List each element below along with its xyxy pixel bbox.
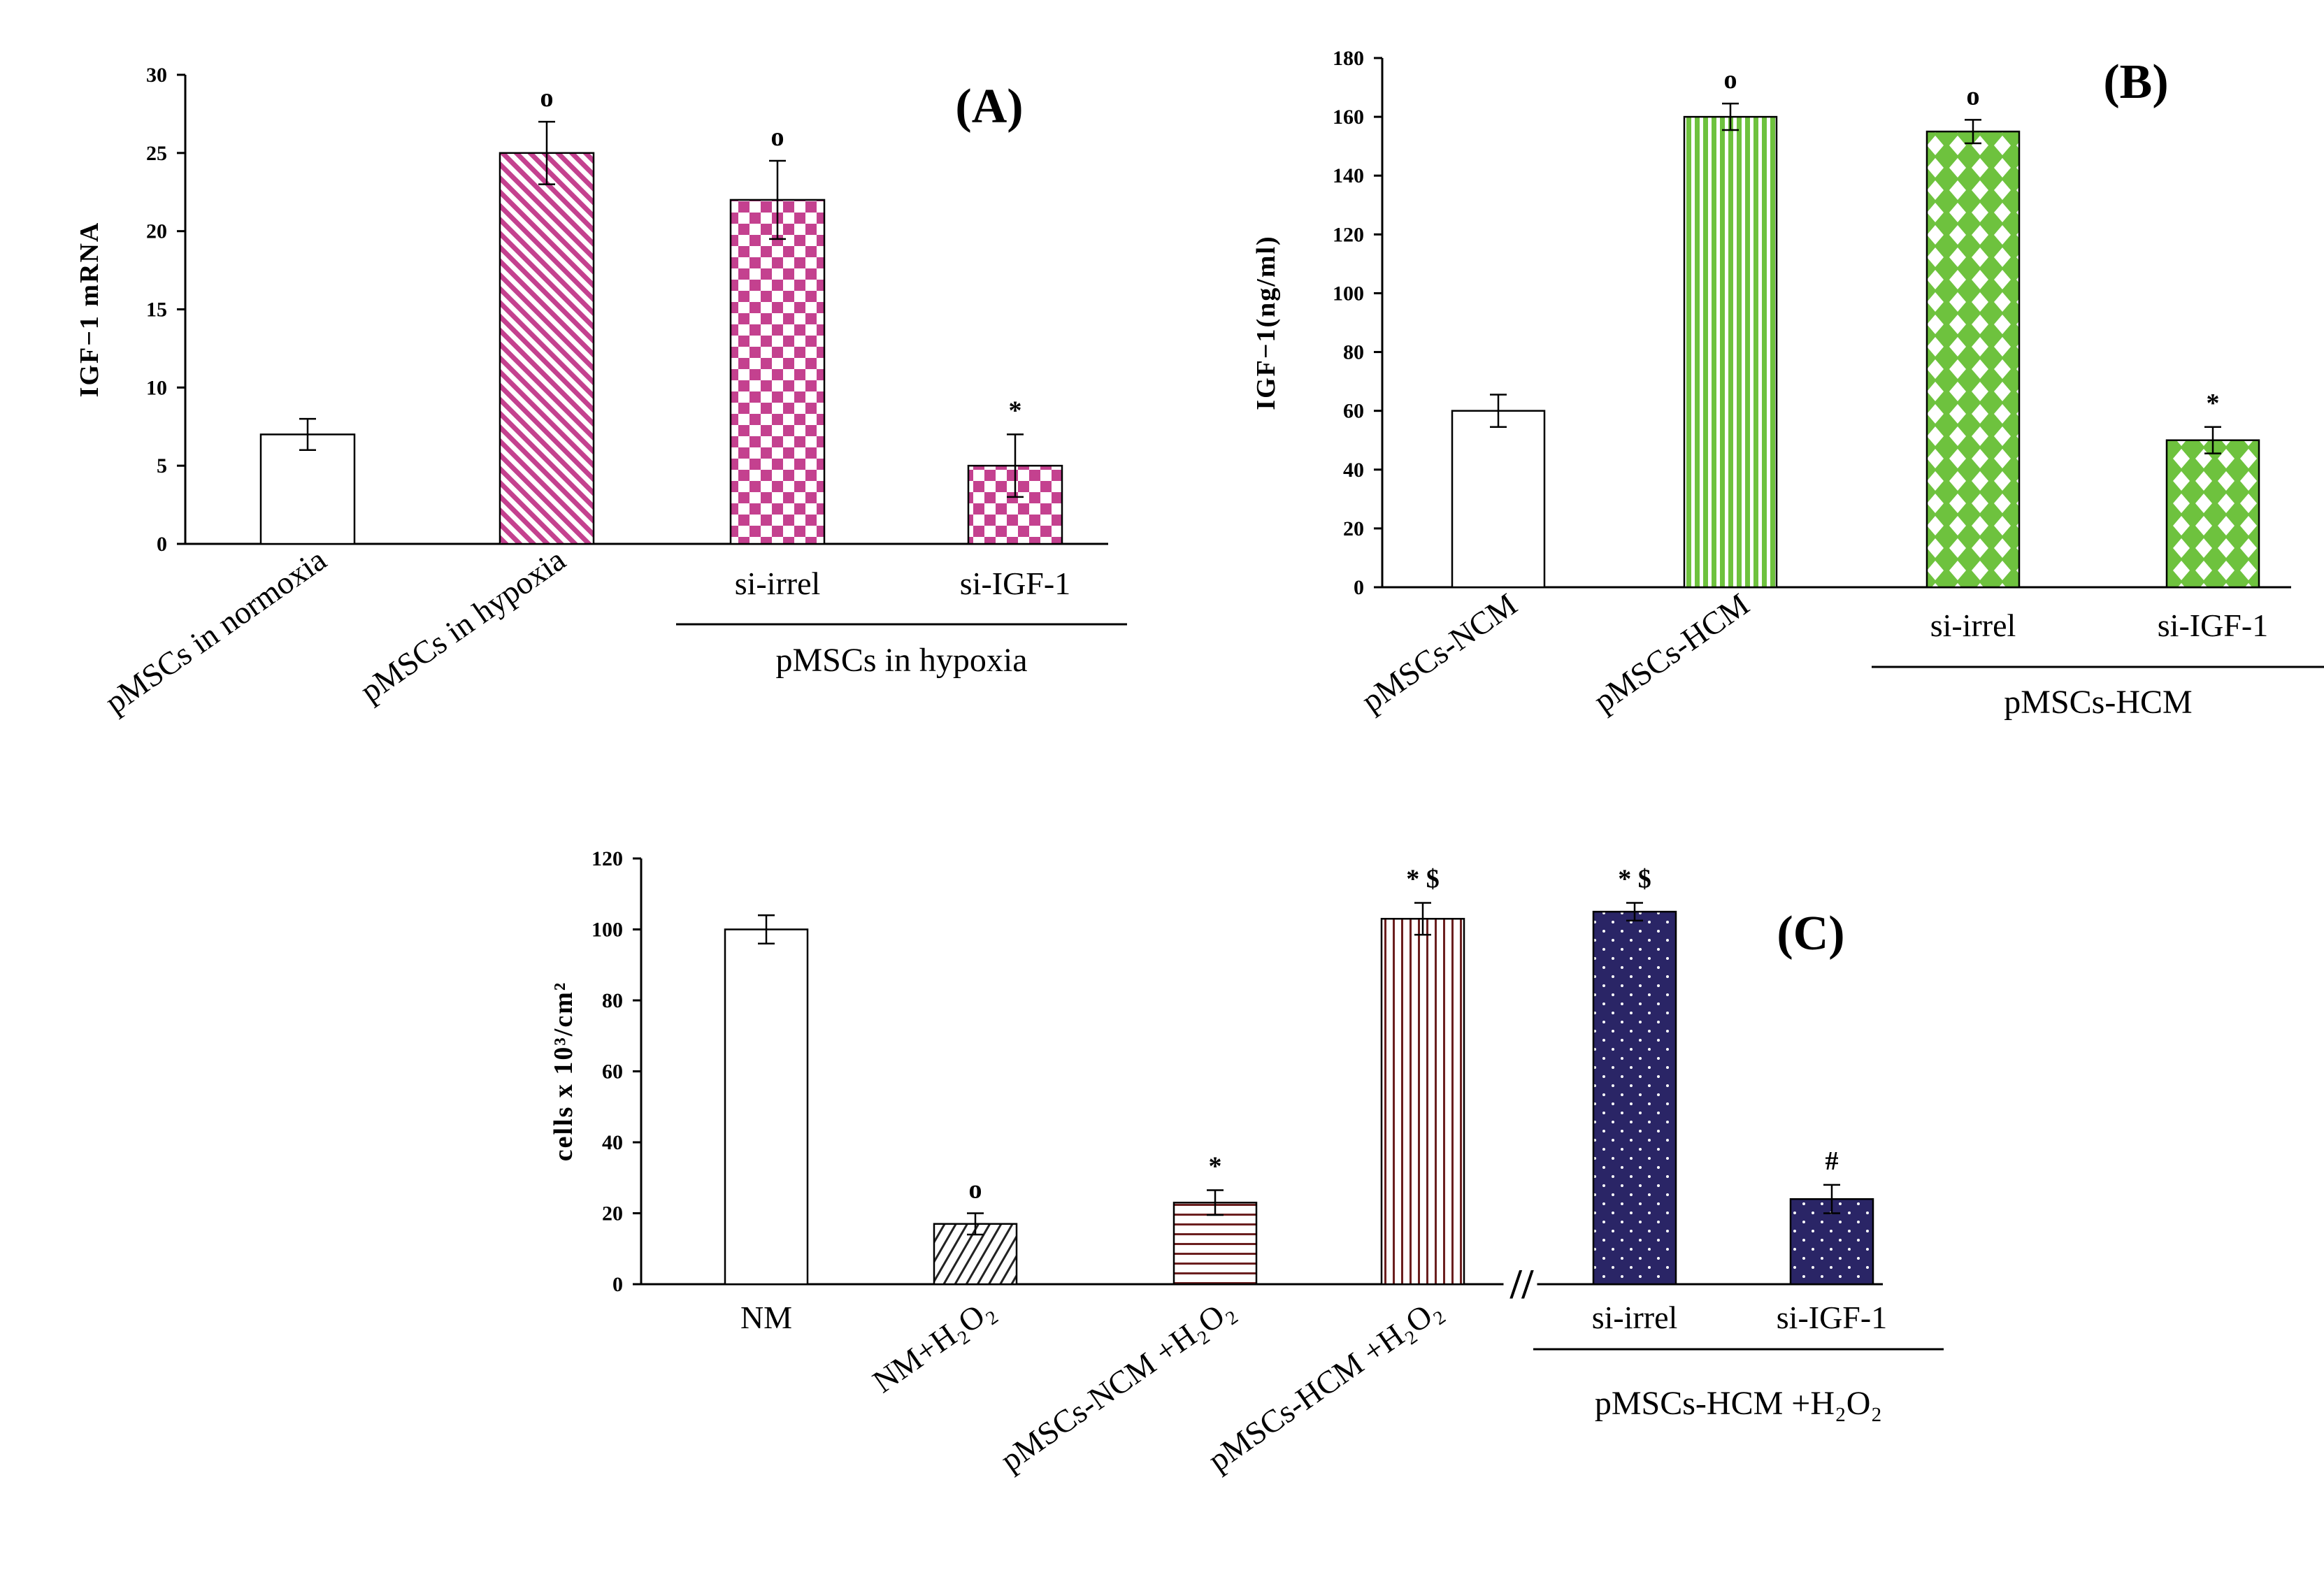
category-label: si-IGF-1 <box>1777 1300 1887 1335</box>
y-tick-label: 0 <box>1354 576 1364 599</box>
chart-panel-a: 0 5 10 15 20 25 30 IGF−1 mRNA (A) pMSCs in normox… <box>75 64 1127 720</box>
category-label: NM+H₂O₂ <box>866 1290 1000 1400</box>
significance-mark: * $ <box>1406 864 1440 893</box>
category-label: NM <box>740 1300 792 1335</box>
category-label: si-IGF-1 <box>960 566 1070 601</box>
significance-mark: o <box>540 83 554 113</box>
bar <box>724 928 809 1286</box>
y-tick-label: 40 <box>602 1131 623 1154</box>
y-tick-label: 40 <box>1343 459 1364 482</box>
y-tick-label: 80 <box>602 989 623 1012</box>
y-tick-label: 25 <box>146 142 167 165</box>
bar <box>1925 130 2021 589</box>
significance-mark: * <box>1209 1152 1222 1181</box>
bar <box>729 199 826 545</box>
y-tick-label: 180 <box>1333 47 1364 70</box>
y-tick-label: 20 <box>602 1202 623 1225</box>
category-label: si-irrel <box>1930 607 2016 643</box>
significance-mark: * <box>2207 389 2220 418</box>
significance-mark: * <box>1009 396 1022 425</box>
y-axis-label: IGF−1(ng/ml) <box>1251 235 1281 410</box>
panel-label: (C) <box>1777 907 1844 961</box>
group-label: pMSCs-HCM <box>2004 684 2192 721</box>
y-axis-label: cells x 10³/cm² <box>549 982 578 1162</box>
bar <box>2165 439 2260 589</box>
significance-mark: # <box>1826 1146 1839 1176</box>
chart-panel-c: 0 20 40 60 80 100 120 cells x 10³/cm² (C) NM o NM+H… <box>549 847 1944 1478</box>
bar <box>498 152 595 545</box>
bar <box>1592 910 1677 1286</box>
y-tick-label: 60 <box>602 1060 623 1084</box>
y-tick-label: 100 <box>1333 282 1364 305</box>
y-axis-label: IGF−1 mRNA <box>75 222 104 398</box>
significance-mark: o <box>969 1175 982 1205</box>
y-tick-label: 120 <box>591 847 623 870</box>
y-tick-label: 10 <box>146 376 167 399</box>
category-label: pMSCs-HCM <box>1587 586 1756 719</box>
y-tick-label: 140 <box>1333 164 1364 187</box>
y-tick-label: 100 <box>591 919 623 942</box>
category-label: si-IGF-1 <box>2158 607 2268 643</box>
panel-label: (A) <box>955 80 1023 134</box>
panel-label: (B) <box>2103 55 2168 109</box>
category-label: pMSCs in hypoxia <box>354 541 572 709</box>
category-label: si-irrel <box>1592 1300 1678 1335</box>
significance-mark: o <box>771 122 784 152</box>
y-tick-label: 0 <box>157 533 167 556</box>
significance-mark: o <box>1967 81 1980 110</box>
y-tick-label: 160 <box>1333 106 1364 129</box>
y-tick-label: 60 <box>1343 400 1364 423</box>
significance-mark: o <box>1724 65 1737 94</box>
group-label: pMSCs in hypoxia <box>775 642 1027 679</box>
bar <box>259 433 356 545</box>
bar <box>1683 115 1778 589</box>
bar <box>1172 1202 1258 1286</box>
category-label: pMSCs-NCM <box>1355 586 1523 719</box>
y-tick-label: 0 <box>612 1273 623 1296</box>
y-tick-label: 15 <box>146 299 167 322</box>
axis-break-gap <box>1503 1274 1537 1294</box>
panels: 0 5 10 15 20 25 30 IGF−1 mRNA (A) pMSCs in normox… <box>75 47 2324 1478</box>
category-label: si-irrel <box>735 566 821 601</box>
group-label: pMSCs-HCM +H₂O₂ <box>1595 1385 1882 1422</box>
bar <box>1451 410 1546 589</box>
y-tick-label: 120 <box>1333 223 1364 246</box>
y-tick-label: 5 <box>157 454 167 477</box>
chart-panel-b: 0 20 40 60 80 100 120 140 160 180 IGF−1(ng/ml) (B) p… <box>1251 47 2324 721</box>
bar <box>1380 918 1465 1286</box>
axis-break-mark: // <box>1509 1261 1535 1307</box>
y-tick-label: 30 <box>146 64 167 87</box>
significance-mark: * $ <box>1618 864 1651 893</box>
y-tick-label: 80 <box>1343 341 1364 364</box>
y-tick-label: 20 <box>1343 517 1364 540</box>
category-label: pMSCs in normoxia <box>99 541 333 720</box>
y-tick-label: 20 <box>146 220 167 243</box>
